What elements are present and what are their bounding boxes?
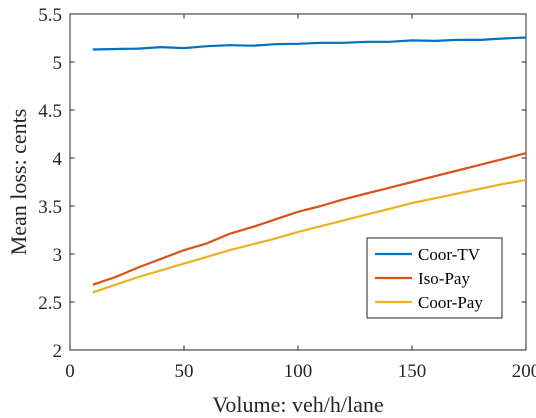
series-line-coor-tv <box>92 36 527 51</box>
axis-ticks <box>69 13 527 351</box>
x-tick-label: 0 <box>65 361 75 382</box>
x-tick-label: 200 <box>512 361 536 382</box>
legend-label-coor-pay: Coor-Pay <box>418 293 483 312</box>
x-tick-labels: 0 50 100 150 200 <box>65 361 536 382</box>
y-tick-label: 2 <box>53 341 63 362</box>
x-axis-label: Volume: veh/h/lane <box>212 392 383 417</box>
x-tick-label: 100 <box>284 361 313 382</box>
y-axis-label: Mean loss: cents <box>6 109 31 256</box>
y-tick-label: 4.5 <box>38 101 62 122</box>
y-tick-label: 5.5 <box>38 5 62 26</box>
y-tick-label: 3 <box>53 245 63 266</box>
series-line-coor-pay <box>92 179 527 294</box>
y-tick-label: 5 <box>53 53 63 74</box>
series-lines <box>92 36 527 294</box>
x-tick-label: 50 <box>175 361 194 382</box>
y-tick-label: 2.5 <box>38 293 62 314</box>
y-tick-label: 4 <box>53 149 63 170</box>
x-tick-label: 150 <box>398 361 427 382</box>
legend: Coor-TV Iso-Pay Coor-Pay <box>366 237 503 319</box>
legend-label-coor-tv: Coor-TV <box>418 245 481 264</box>
y-tick-labels: 2 2.5 3 3.5 4 4.5 5 5.5 <box>38 5 62 362</box>
series-line-iso-pay <box>92 152 527 286</box>
y-tick-label: 3.5 <box>38 197 62 218</box>
legend-label-iso-pay: Iso-Pay <box>418 269 470 288</box>
